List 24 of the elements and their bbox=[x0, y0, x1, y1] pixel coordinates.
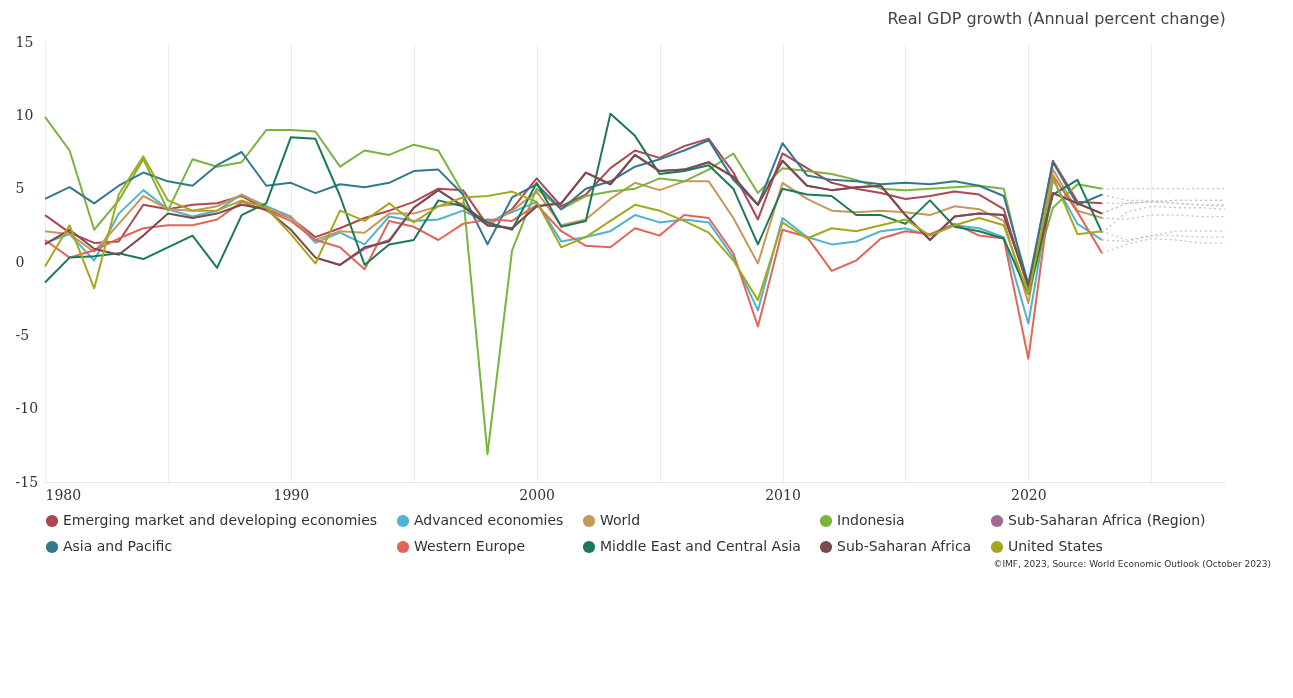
y-tick-label: 5 bbox=[15, 180, 25, 197]
chart-subtitle: Real GDP growth (Annual percent change) bbox=[887, 9, 1226, 28]
legend-label: Sub-Saharan Africa bbox=[837, 538, 972, 554]
x-tick-label: 1980 bbox=[45, 486, 82, 503]
y-tick-label: 15 bbox=[15, 33, 34, 50]
legend-label: Western Europe bbox=[414, 538, 526, 554]
legend-label: World bbox=[600, 512, 641, 528]
y-tick-label: -15 bbox=[15, 473, 39, 490]
legend-label: Advanced economies bbox=[414, 512, 564, 528]
legend-label: Middle East and Central Asia bbox=[600, 538, 801, 554]
x-tick-label: 2010 bbox=[765, 486, 801, 503]
y-tick-label: -10 bbox=[15, 400, 39, 417]
legend-label: Emerging market and developing economies bbox=[63, 512, 378, 528]
x-tick-label: 2000 bbox=[519, 486, 555, 503]
legend-label: United States bbox=[1008, 538, 1103, 554]
y-tick-label: 10 bbox=[15, 106, 34, 123]
legend-label: Sub-Saharan Africa (Region) bbox=[1008, 512, 1206, 528]
text: ©IMF, 2023, Source: World Economic Outlook (October 2023) bbox=[992, 559, 1271, 569]
legend-label: Indonesia bbox=[837, 512, 905, 528]
y-tick-label: -5 bbox=[15, 326, 30, 343]
y-tick-label: 0 bbox=[15, 253, 25, 270]
x-tick-label: 2020 bbox=[1011, 486, 1047, 503]
legend-label: Asia and Pacific bbox=[63, 538, 173, 554]
x-tick-label: 1990 bbox=[273, 486, 310, 503]
